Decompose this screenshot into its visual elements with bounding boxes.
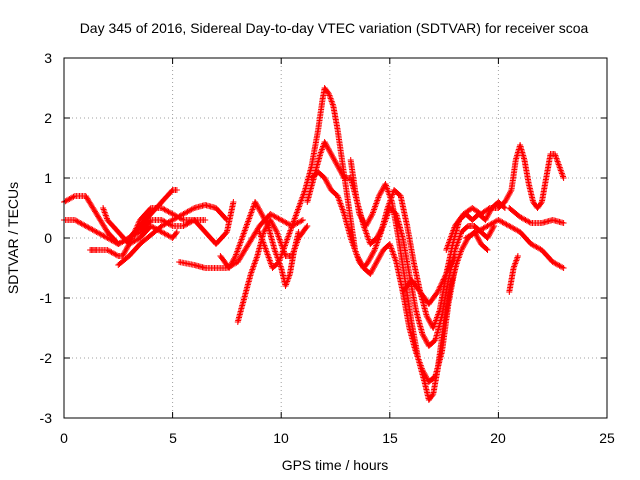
data-series-track-11 (308, 169, 491, 385)
y-tick-label: 1 (44, 170, 52, 186)
y-tick-label: 3 (44, 50, 52, 66)
y-tick-label: -2 (40, 350, 53, 366)
data-point-markers (399, 253, 458, 307)
x-axis-label: GPS time / hours (282, 457, 389, 473)
data-series-track-16 (506, 253, 521, 295)
y-tick-label: 0 (44, 230, 52, 246)
y-tick-label: -1 (40, 290, 53, 306)
data-point-markers (217, 199, 302, 289)
x-tick-label: 0 (60, 430, 68, 446)
data-series-track-8 (217, 199, 302, 289)
data-point-markers (115, 202, 230, 268)
data-series-track-12 (347, 157, 461, 403)
x-tick-label: 10 (273, 430, 289, 446)
data-point-markers (443, 142, 567, 253)
y-axis-label: SDTVAR / TECUs (5, 182, 21, 294)
data-series-track-17 (506, 205, 567, 226)
data-point-markers (308, 169, 491, 385)
data-series-track-14 (443, 142, 567, 253)
y-tick-label: 2 (44, 110, 52, 126)
data-point-markers (347, 157, 461, 403)
data-points (61, 85, 567, 403)
x-tick-label: 15 (382, 430, 398, 446)
axis-ticks (63, 57, 608, 419)
data-series-track-13 (399, 253, 458, 307)
x-tick-label: 20 (490, 430, 506, 446)
grid (64, 58, 607, 418)
y-tick-label: -3 (40, 410, 53, 426)
chart-title: Day 345 of 2016, Sidereal Day-to-day VTE… (80, 20, 589, 36)
data-series-track-5 (115, 202, 230, 268)
data-point-markers (506, 253, 521, 295)
data-point-markers (506, 205, 567, 226)
data-series-track-15 (462, 217, 567, 271)
x-tick-label: 25 (599, 430, 615, 446)
x-tick-label: 5 (169, 430, 177, 446)
data-point-markers (462, 217, 567, 271)
